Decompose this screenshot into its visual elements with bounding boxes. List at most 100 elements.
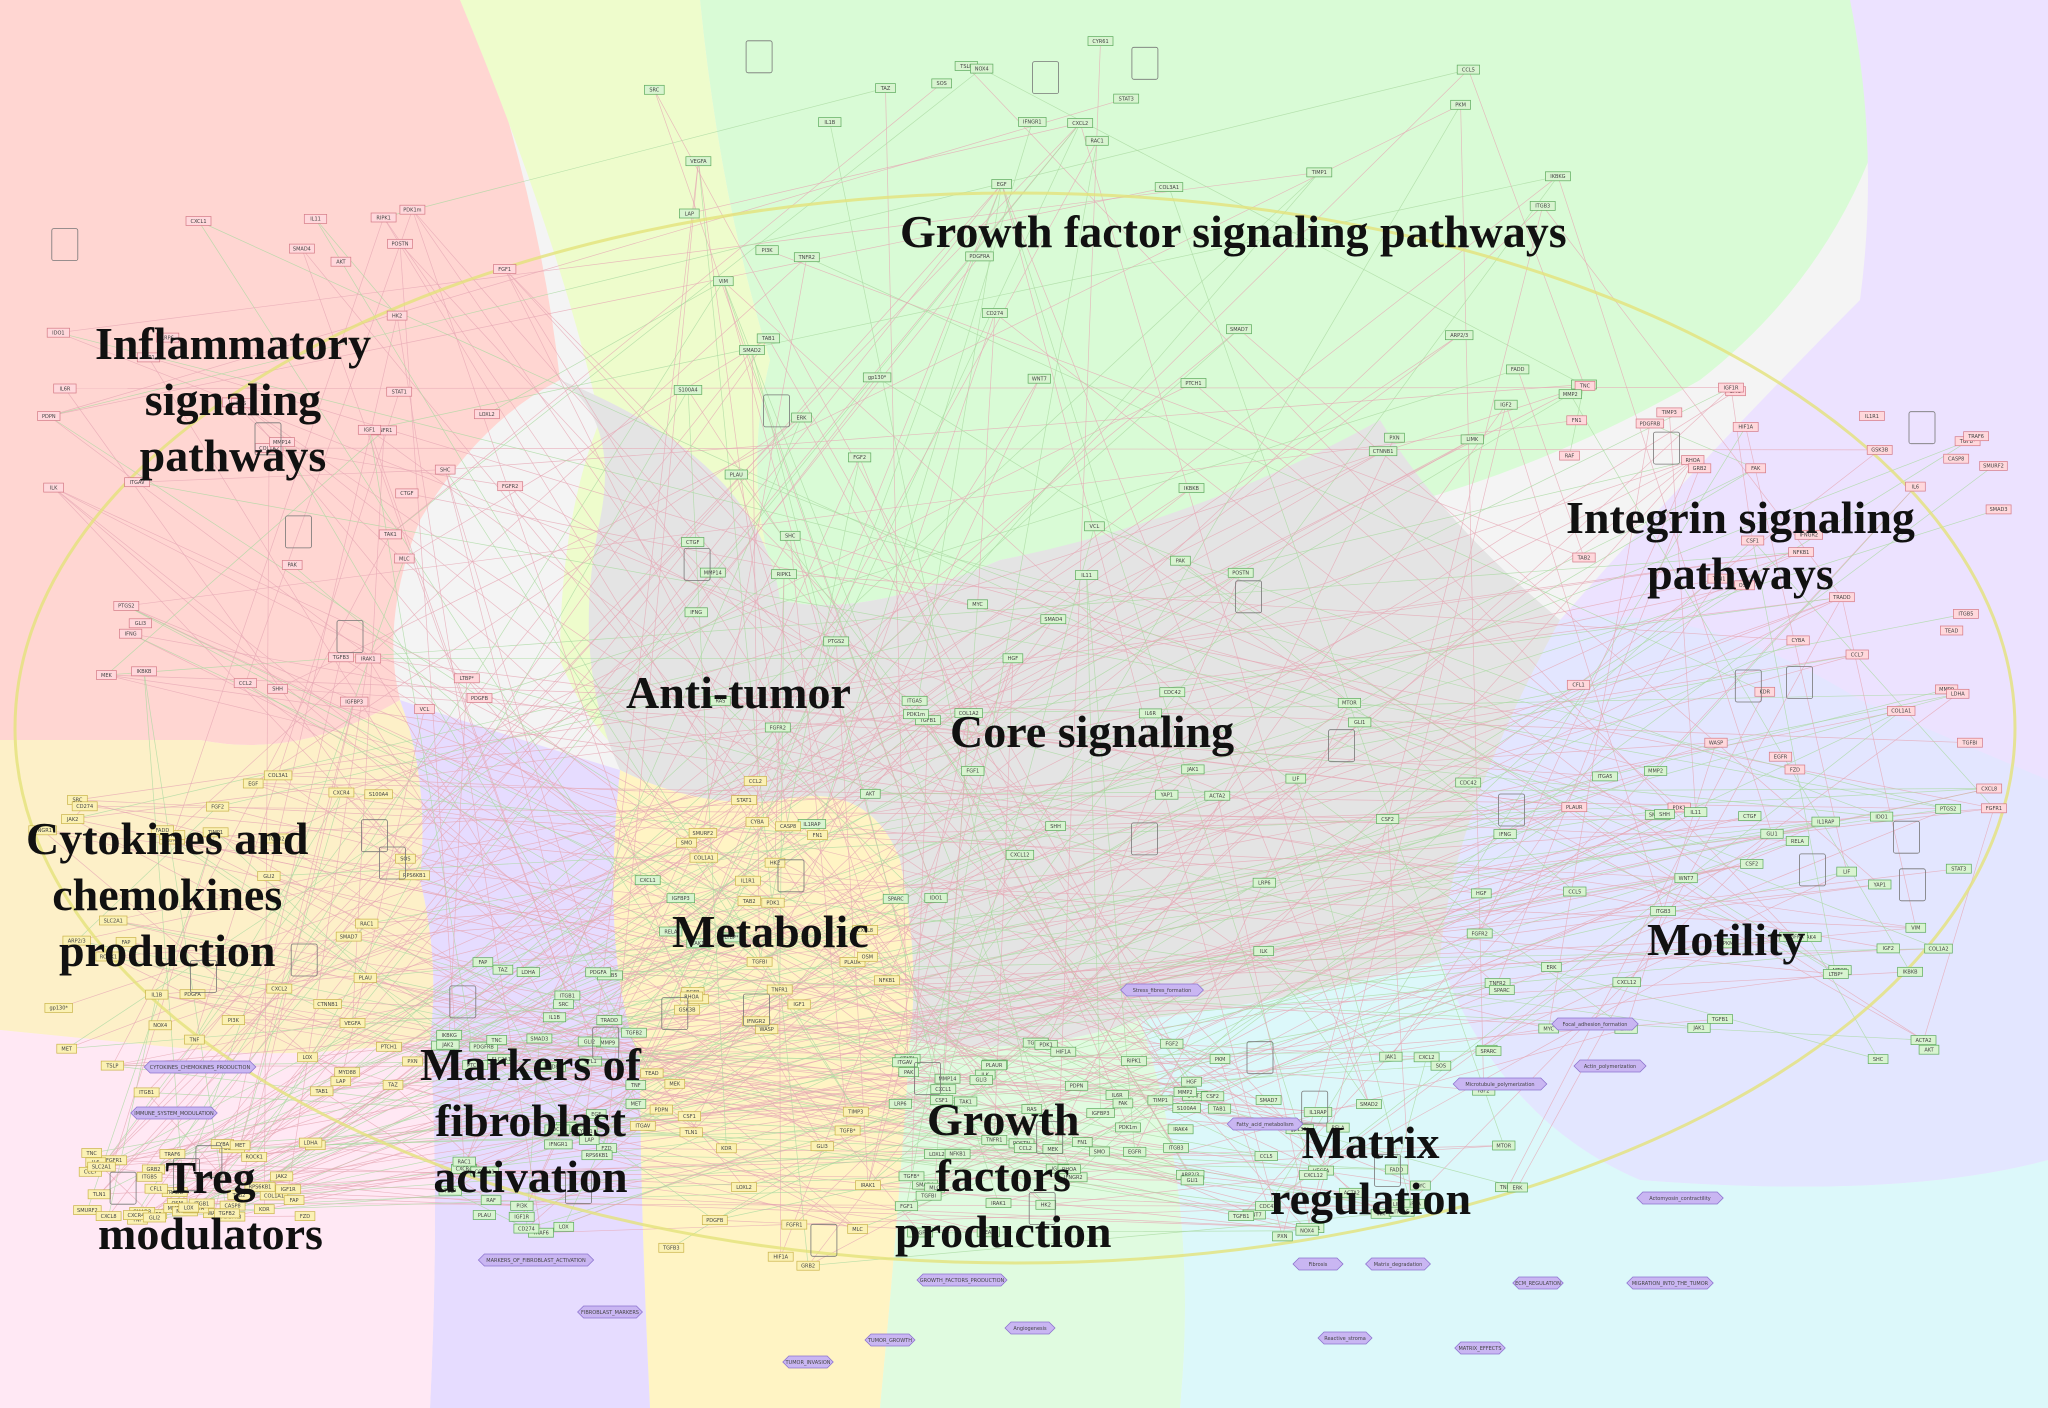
interaction-edge [589,1042,1036,1141]
interaction-edge [510,485,915,702]
gene-node: CSF2 [1201,1091,1225,1102]
gene-node-box [1785,836,1809,846]
gene-node: SMURF2 [1979,461,2008,471]
gene-node: SMAD3 [1985,504,2012,515]
interaction-edge [1752,540,1995,809]
gene-node-box [1612,977,1641,988]
gene-node-label: CASP8 [1948,457,1964,463]
gene-node: IGF2 [1876,943,1900,954]
gene-node-box [713,276,734,287]
gene-node-label: CYBA [1791,638,1805,644]
complex-box [1246,1041,1274,1075]
interaction-edge [759,457,860,962]
gene-node-label: TSLP [105,1063,118,1069]
gene-node-box [299,1137,323,1148]
gene-node-box [1738,811,1762,821]
interaction-edge [99,183,1002,1195]
phenotype-label: Fatty_acid_metabolism [1236,1122,1293,1128]
gene-node: JAK1 [1379,1051,1403,1062]
interaction-edge [466,677,1879,1060]
gene-node: LRP6 [1252,877,1276,888]
gene-node: PDK1m [1115,1122,1141,1133]
interaction-edge [966,65,1794,938]
gene-node-box [1123,1146,1147,1157]
gene-node-label: gp130* [49,1006,68,1012]
gene-node: TIMP1 [1306,167,1333,178]
phenotype-hexagon [477,1253,595,1267]
gene-node-box [1255,1095,1282,1105]
interaction-edge [1625,742,1717,1029]
gene-node: IFNGR1 [28,825,57,836]
gene-node: CSF1 [930,1095,954,1105]
interaction-edge [633,770,1656,1034]
gene-node: STAT1 [386,386,413,397]
gene-node: IGF1 [787,999,811,1010]
gene-node-box [1178,483,1205,493]
gene-node-box [394,553,415,564]
gene-node-label: SMO [1094,1149,1105,1155]
gene-node-label: COL3A1 [1159,185,1179,191]
region-title-line: Growth [926,1094,1080,1145]
gene-node-box [664,1078,686,1089]
interaction-edge [321,948,1889,1092]
interaction-edge [886,936,1794,981]
gene-node-label: MLC [399,556,410,562]
gene-node-box [737,896,761,906]
gene-node-box [1159,687,1186,698]
gene-node: RAS [1021,1104,1043,1114]
interaction-edge [1263,884,1880,952]
gene-node-label: RAS [236,401,246,407]
region-matrix [1140,960,2048,1408]
gene-node-label: CD274 [986,311,1003,317]
gene-node: PDGFB [701,1215,728,1225]
gene-node-label: AKT [1924,1048,1934,1054]
gene-node-label: TNFR2 [1488,981,1505,987]
gene-node-box [1674,873,1698,884]
gene-node-box [303,214,328,224]
gene-node-box [1226,324,1252,335]
gene-node: ACTA2 [1910,1035,1937,1045]
gene-node-label: CXCL2 [1419,1055,1435,1061]
gene-node-label: TNC [491,1038,503,1044]
interaction-edge [1295,778,1412,1204]
gene-node-box [1946,688,1970,699]
interaction-edge [238,701,355,1196]
gene-node-label: IRAK1 [361,656,376,662]
gene-node: PDGFA [179,989,206,1000]
gene-node-box [954,1096,978,1107]
gene-node-box [1456,64,1480,75]
interaction-edge [907,176,1559,1060]
gene-node: CFL1 [1566,679,1591,690]
gene-node: IFNG [119,628,143,639]
gene-node: MET [56,1043,77,1054]
gene-node-box [1870,811,1894,822]
gene-node-label: PKM [1723,941,1734,947]
interaction-edge [567,825,1056,996]
interaction-edge [756,172,1320,823]
gene-node-box [724,469,748,480]
interaction-edge [194,792,342,1040]
gene-node: VCL [414,704,435,714]
phenotype-node: Actomyosin_contractility [1636,1191,1724,1205]
core-model-ellipse [13,191,2017,1265]
gene-node-label: JAK2 [66,817,78,823]
gene-node: SMAD4 [1040,614,1067,625]
gene-node: CTGF [395,488,419,499]
gene-node-label: IL6R [1145,711,1156,717]
interaction-edge [232,459,1693,1206]
phenotype-label: Actin_polymerization [1584,1064,1636,1070]
gene-node-label: IL6R [59,386,70,392]
gene-node: TGFB1 [1228,1211,1255,1221]
gene-node-label: VIM [719,279,728,285]
gene-node-label: IKBKB [1184,486,1199,492]
region-title-line: chemokines [52,869,283,920]
gene-node-label: CFL1 [150,1187,162,1193]
gene-node-box [781,1219,808,1230]
gene-node-box [834,1125,861,1136]
gene-node-label: FN1 [813,833,823,839]
gene-node-box [1529,201,1556,211]
interaction-edge [215,832,444,1046]
gene-node-box [681,537,705,547]
gene-node-label: IFNGR1 [33,828,52,834]
interaction-edge [847,1130,1267,1157]
